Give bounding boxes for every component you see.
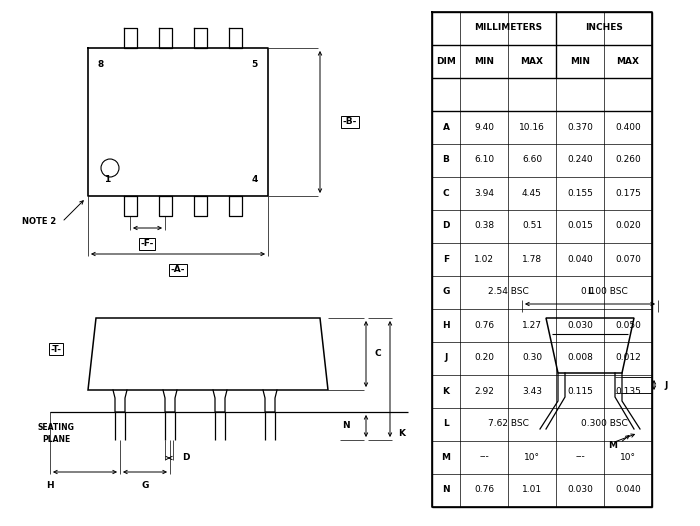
Text: 0.135: 0.135 xyxy=(615,387,641,396)
Text: -T-: -T- xyxy=(50,345,62,353)
Text: 0.51: 0.51 xyxy=(522,221,542,230)
Text: 0.030: 0.030 xyxy=(567,485,593,494)
Text: 3.94: 3.94 xyxy=(474,188,494,197)
Text: 1.27: 1.27 xyxy=(522,320,542,329)
Text: D: D xyxy=(182,453,190,462)
Text: 10°: 10° xyxy=(524,452,540,461)
Text: MILLIMETERS: MILLIMETERS xyxy=(474,24,542,33)
Text: 0.030: 0.030 xyxy=(567,320,593,329)
Text: 0.76: 0.76 xyxy=(474,485,494,494)
Text: H: H xyxy=(442,320,450,329)
Text: 0.76: 0.76 xyxy=(474,320,494,329)
Text: PLANE: PLANE xyxy=(42,436,70,444)
Text: J: J xyxy=(664,380,667,389)
Text: MAX: MAX xyxy=(521,56,543,66)
Text: 2.54 BSC: 2.54 BSC xyxy=(488,288,528,297)
Text: MAX: MAX xyxy=(617,56,640,66)
Text: 0.100 BSC: 0.100 BSC xyxy=(580,288,627,297)
Text: 10°: 10° xyxy=(620,452,636,461)
Text: 1.78: 1.78 xyxy=(522,255,542,264)
Text: 8: 8 xyxy=(98,60,104,69)
Text: 0.155: 0.155 xyxy=(567,188,593,197)
Text: D: D xyxy=(442,221,449,230)
Text: C: C xyxy=(374,349,382,359)
Text: L: L xyxy=(587,288,593,297)
Text: 6.10: 6.10 xyxy=(474,156,494,165)
Text: J: J xyxy=(444,353,448,362)
Text: K: K xyxy=(442,387,449,396)
Text: 0.370: 0.370 xyxy=(567,123,593,132)
Text: 2.92: 2.92 xyxy=(474,387,494,396)
Text: C: C xyxy=(442,188,449,197)
Text: MIN: MIN xyxy=(474,56,494,66)
Text: 0.30: 0.30 xyxy=(522,353,542,362)
Text: 7.62 BSC: 7.62 BSC xyxy=(488,420,528,429)
Text: 1: 1 xyxy=(104,175,111,184)
Text: 0.20: 0.20 xyxy=(474,353,494,362)
Text: 0.400: 0.400 xyxy=(615,123,641,132)
Text: 4.45: 4.45 xyxy=(522,188,542,197)
Text: 0.240: 0.240 xyxy=(567,156,593,165)
Text: 0.015: 0.015 xyxy=(567,221,593,230)
Text: -A-: -A- xyxy=(171,266,186,275)
Text: NOTE 2: NOTE 2 xyxy=(22,217,56,227)
Text: A: A xyxy=(442,123,449,132)
Text: N: N xyxy=(442,485,450,494)
Text: 4: 4 xyxy=(251,175,258,184)
Text: -B-: -B- xyxy=(343,117,357,126)
Text: 0.070: 0.070 xyxy=(615,255,641,264)
Text: 0.38: 0.38 xyxy=(474,221,494,230)
Text: 0.008: 0.008 xyxy=(567,353,593,362)
Text: G: G xyxy=(442,288,449,297)
Text: ---: --- xyxy=(479,452,489,461)
Text: SEATING: SEATING xyxy=(38,423,74,432)
Text: 1.01: 1.01 xyxy=(522,485,542,494)
Text: DIM: DIM xyxy=(436,56,456,66)
Text: 1.02: 1.02 xyxy=(474,255,494,264)
Text: 0.020: 0.020 xyxy=(615,221,641,230)
Text: -F-: -F- xyxy=(140,239,154,248)
Text: M: M xyxy=(442,452,451,461)
Text: ---: --- xyxy=(575,452,585,461)
Text: 0.300 BSC: 0.300 BSC xyxy=(580,420,627,429)
Text: INCHES: INCHES xyxy=(585,24,623,33)
Text: 0.115: 0.115 xyxy=(567,387,593,396)
Text: K: K xyxy=(398,430,405,439)
Text: 9.40: 9.40 xyxy=(474,123,494,132)
Text: 5: 5 xyxy=(252,60,258,69)
Text: MIN: MIN xyxy=(570,56,590,66)
Text: 0.012: 0.012 xyxy=(615,353,641,362)
Text: F: F xyxy=(443,255,449,264)
Text: B: B xyxy=(442,156,449,165)
Text: 0.175: 0.175 xyxy=(615,188,641,197)
Text: H: H xyxy=(46,481,54,491)
Text: L: L xyxy=(443,420,449,429)
Text: N: N xyxy=(342,421,350,430)
Text: 6.60: 6.60 xyxy=(522,156,542,165)
Text: M: M xyxy=(608,440,617,450)
Text: 3.43: 3.43 xyxy=(522,387,542,396)
Text: 0.050: 0.050 xyxy=(615,320,641,329)
Text: 0.260: 0.260 xyxy=(615,156,641,165)
Text: 0.040: 0.040 xyxy=(567,255,593,264)
Text: G: G xyxy=(141,481,148,491)
Text: 10.16: 10.16 xyxy=(519,123,545,132)
Text: 0.040: 0.040 xyxy=(615,485,641,494)
